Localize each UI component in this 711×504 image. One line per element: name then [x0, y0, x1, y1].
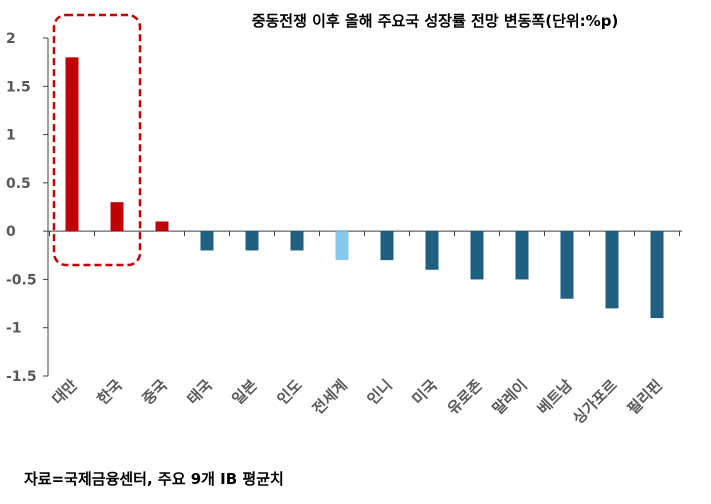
bar-인도 — [290, 231, 304, 251]
bar-태국 — [200, 231, 214, 251]
x-tick-label: 베트남 — [534, 376, 576, 418]
y-tick-label: 0 — [6, 224, 16, 240]
x-tick-label: 전세계 — [309, 376, 351, 418]
x-tick-label: 태국 — [184, 376, 216, 408]
y-tick-label: -1 — [6, 321, 22, 337]
x-tick-label: 미국 — [409, 376, 441, 408]
highlight-box — [52, 13, 142, 267]
x-tick-label: 한국 — [94, 376, 126, 408]
bar-전세계 — [335, 231, 349, 261]
bar-중국 — [155, 221, 169, 232]
bar-인니 — [380, 231, 394, 261]
x-tick-label: 유로존 — [444, 376, 486, 418]
bar-한국 — [110, 202, 124, 232]
bar-일본 — [245, 231, 259, 251]
bar-미국 — [425, 231, 439, 270]
bar-대만 — [65, 57, 79, 232]
chart-title: 중동전쟁 이후 올해 주요국 성장률 전망 변동폭(단위:%p) — [251, 12, 619, 30]
y-tick-label: -0.5 — [6, 272, 37, 288]
y-tick-label: -1.5 — [6, 369, 37, 385]
bar-필리핀 — [650, 231, 664, 319]
y-tick-label: 1.5 — [6, 79, 31, 95]
x-tick-label: 싱가포르 — [569, 376, 621, 428]
bar-말레이 — [515, 231, 529, 280]
bar-싱가포르 — [605, 231, 619, 309]
y-tick-label: 1 — [6, 128, 16, 144]
y-tick-label: 0.5 — [6, 176, 31, 192]
x-tick-label: 필리핀 — [624, 376, 666, 418]
bar-유로존 — [470, 231, 484, 280]
x-tick-label: 대만 — [49, 376, 81, 408]
x-tick-label: 인도 — [274, 376, 306, 408]
x-tick-label: 말레이 — [489, 376, 531, 418]
bar-베트남 — [560, 231, 574, 299]
x-tick-label: 인니 — [364, 376, 396, 408]
x-tick-label: 중국 — [139, 376, 171, 408]
x-tick-label: 일본 — [229, 376, 261, 408]
y-tick-label: 2 — [6, 31, 16, 47]
chart-source: 자료=국제금융센터, 주요 9개 IB 평균치 — [24, 470, 284, 488]
